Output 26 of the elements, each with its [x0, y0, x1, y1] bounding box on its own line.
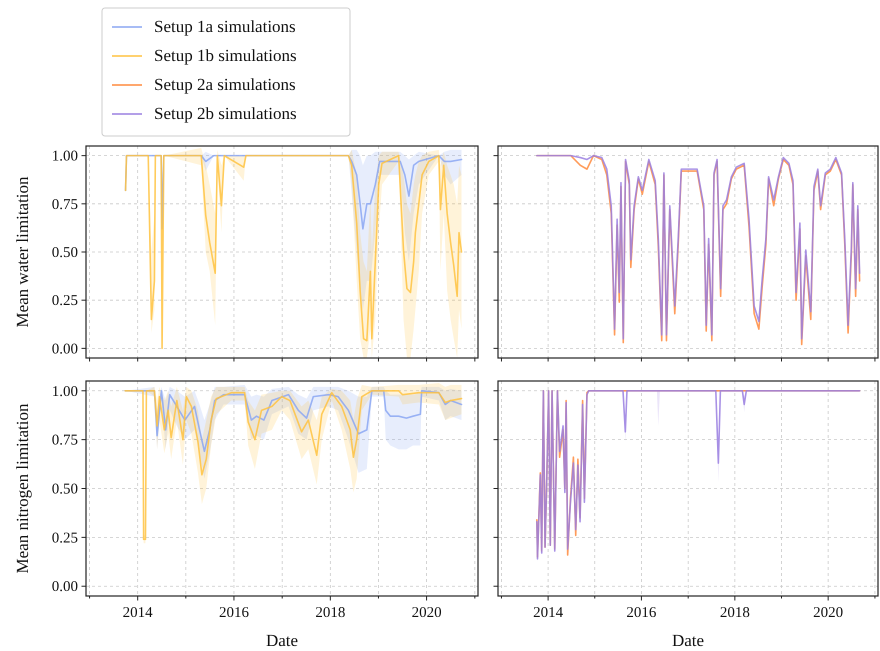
y-tick-label: 1.00 — [52, 384, 78, 400]
legend-label: Setup 2a simulations — [154, 75, 296, 94]
y-tick-label: 0.50 — [52, 482, 78, 498]
x-tick-label: 2018 — [720, 605, 750, 621]
x-axis-title: Date — [266, 631, 298, 650]
y-tick-label: 0.00 — [52, 341, 78, 358]
y-axis-title: Mean nitrogen limitation — [13, 403, 32, 574]
y-tick-label: 0.25 — [52, 530, 78, 546]
y-tick-label: 0.25 — [52, 293, 78, 310]
x-axis-title: Date — [672, 631, 704, 650]
y-tick-label: 0.75 — [52, 432, 78, 449]
x-tick-label: 2020 — [813, 605, 844, 621]
legend-label: Setup 2b simulations — [154, 104, 297, 123]
y-tick-label: 0.50 — [52, 245, 78, 261]
x-tick-label: 2020 — [412, 605, 442, 621]
y-tick-label: 0.00 — [52, 579, 78, 596]
x-tick-label: 2014 — [122, 605, 154, 621]
legend-label: Setup 1b simulations — [154, 46, 297, 65]
legend-label: Setup 1a simulations — [154, 17, 296, 36]
x-tick-label: 2014 — [533, 605, 564, 621]
x-tick-label: 2016 — [218, 605, 250, 621]
y-axis-title: Mean water limitation — [13, 176, 32, 328]
x-tick-label: 2016 — [626, 605, 657, 621]
y-tick-label: 0.75 — [52, 196, 78, 213]
y-tick-label: 1.00 — [52, 148, 78, 165]
x-tick-label: 2018 — [315, 605, 346, 621]
